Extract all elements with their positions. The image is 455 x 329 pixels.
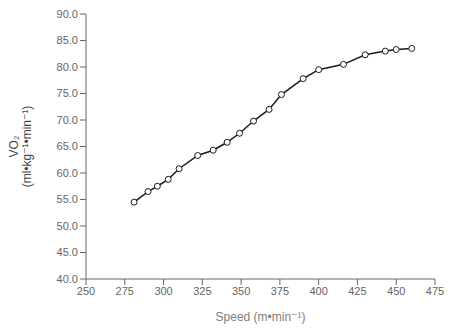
svg-text:45.0: 45.0 <box>57 246 78 258</box>
svg-text:65.0: 65.0 <box>57 140 78 152</box>
svg-text:250: 250 <box>77 285 95 297</box>
svg-text:400: 400 <box>309 285 327 297</box>
svg-text:350: 350 <box>232 285 250 297</box>
svg-text:375: 375 <box>271 285 289 297</box>
svg-text:90.0: 90.0 <box>57 8 78 20</box>
svg-text:60.0: 60.0 <box>57 167 78 179</box>
svg-text:80.0: 80.0 <box>57 61 78 73</box>
svg-text:300: 300 <box>154 285 172 297</box>
svg-text:85.0: 85.0 <box>57 34 78 46</box>
svg-text:275: 275 <box>116 285 134 297</box>
svg-text:425: 425 <box>348 285 366 297</box>
svg-text:50.0: 50.0 <box>57 220 78 232</box>
svg-text:VO₂(ml•kg⁻¹•min⁻¹): VO₂(ml•kg⁻¹•min⁻¹) <box>8 106 34 188</box>
svg-text:Speed (m•min⁻¹): Speed (m•min⁻¹) <box>216 310 306 324</box>
svg-text:70.0: 70.0 <box>57 114 78 126</box>
svg-text:55.0: 55.0 <box>57 193 78 205</box>
svg-text:40.0: 40.0 <box>57 273 78 285</box>
svg-text:325: 325 <box>193 285 211 297</box>
svg-text:450: 450 <box>387 285 405 297</box>
svg-text:475: 475 <box>426 285 444 297</box>
svg-text:75.0: 75.0 <box>57 87 78 99</box>
